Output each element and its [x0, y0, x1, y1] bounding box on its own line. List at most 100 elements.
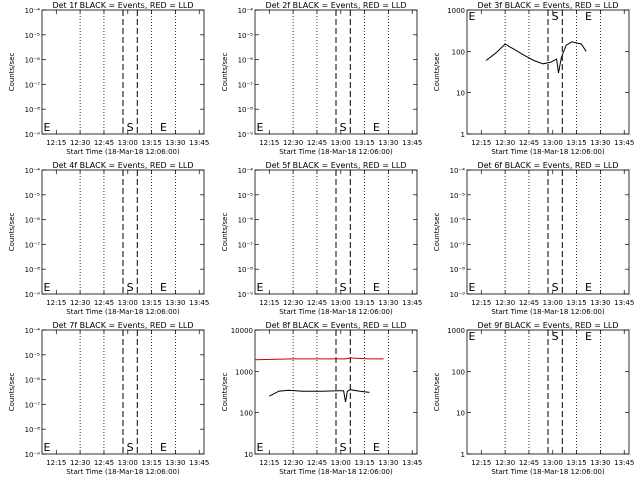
- y-tick-label: 10⁻⁹: [238, 131, 254, 139]
- marker-letter: E: [44, 281, 51, 294]
- series-line: [254, 357, 384, 361]
- y-tick-label: 10⁻⁶: [450, 217, 466, 225]
- x-tick-label: 12:45: [519, 139, 539, 147]
- marker-letter: S: [340, 441, 347, 454]
- x-tick-label: 13:45: [189, 459, 209, 467]
- x-tick-label: 13:45: [614, 299, 634, 307]
- marker-letter: E: [257, 441, 264, 454]
- x-tick-label: 13:00: [118, 299, 138, 307]
- x-tick-label: 12:15: [259, 459, 279, 467]
- x-tick-label: 13:15: [141, 139, 161, 147]
- x-tick-label: 13:00: [118, 139, 138, 147]
- marker-letter: S: [127, 281, 134, 294]
- series-line: [269, 389, 370, 403]
- x-tick-label: 13:00: [331, 139, 351, 147]
- series-line: [485, 41, 587, 73]
- y-tick-label: 10⁻⁶: [25, 377, 41, 385]
- x-axis-label: Start Time (18-Mar-18 12:06:00): [279, 148, 393, 156]
- y-tick-label: 10⁻⁵: [238, 192, 254, 200]
- chart-det7f: Det 7f BLACK = Events, RED = LLD 10⁻⁹ 10⁻⁸…: [8, 321, 209, 476]
- marker-letter: E: [585, 281, 592, 294]
- x-tick-label: 13:00: [118, 459, 138, 467]
- chart-title: Det 3f BLACK = Events, RED = LLD: [477, 1, 618, 10]
- y-tick-label: 10⁻⁷: [25, 81, 41, 89]
- chart-title: Det 9f BLACK = Events, RED = LLD: [477, 321, 618, 330]
- x-tick-label: 13:15: [566, 459, 586, 467]
- x-tick-label: 13:45: [402, 299, 422, 307]
- y-tick-label: 10⁻⁴: [25, 167, 41, 175]
- y-axis-label: Counts/sec: [433, 213, 441, 252]
- x-tick-label: 12:45: [94, 139, 114, 147]
- x-tick-label: 13:30: [590, 299, 610, 307]
- y-tick-label: 10⁻⁹: [450, 291, 466, 299]
- x-tick-label: 12:15: [259, 299, 279, 307]
- chart-det2f: Det 2f BLACK = Events, RED = LLD 10⁻⁹ 10⁻⁸…: [221, 1, 422, 156]
- y-axis-label: Counts/sec: [8, 373, 16, 412]
- y-tick-label: 100: [240, 410, 253, 418]
- x-tick-label: 12:30: [70, 139, 90, 147]
- x-tick-label: 12:45: [307, 299, 327, 307]
- x-tick-label: 13:00: [543, 299, 563, 307]
- marker-letter: E: [160, 121, 167, 134]
- y-tick-label: 10⁻⁸: [238, 106, 254, 114]
- x-tick-label: 13:45: [189, 139, 209, 147]
- y-tick-label: 10⁻⁵: [25, 32, 41, 40]
- y-tick-label: 10⁻⁵: [25, 352, 41, 360]
- y-tick-label: 10⁻⁸: [25, 266, 41, 274]
- x-tick-label: 13:45: [614, 139, 634, 147]
- y-tick-label: 10⁻⁷: [238, 241, 254, 249]
- x-tick-label: 13:15: [566, 299, 586, 307]
- y-tick-label: 10⁻⁹: [25, 451, 41, 459]
- x-tick-label: 12:45: [519, 459, 539, 467]
- y-tick-label: 10⁻⁶: [238, 217, 254, 225]
- marker-letter: E: [373, 441, 380, 454]
- y-tick-label: 10: [456, 410, 465, 418]
- x-axis-label: Start Time (18-Mar-18 12:06:00): [66, 148, 180, 156]
- y-tick-label: 10⁻⁸: [238, 266, 254, 274]
- x-tick-label: 13:45: [402, 139, 422, 147]
- x-axis-label: Start Time (18-Mar-18 12:06:00): [491, 148, 605, 156]
- x-tick-label: 13:00: [331, 299, 351, 307]
- x-tick-label: 12:45: [519, 299, 539, 307]
- x-tick-label: 13:15: [141, 459, 161, 467]
- marker-letter: E: [44, 121, 51, 134]
- chart-det1f: Det 1f BLACK = Events, RED = LLD 10⁻⁹ 10⁻⁸…: [8, 1, 209, 156]
- x-axis-label: Start Time (18-Mar-18 12:06:00): [279, 308, 393, 316]
- y-axis-label: Counts/sec: [8, 53, 16, 92]
- y-tick-label: 1000: [447, 7, 465, 15]
- chart-det9f: Det 9f BLACK = Events, RED = LLD 1 10 100 10…: [433, 321, 634, 476]
- x-tick-label: 13:00: [543, 459, 563, 467]
- marker-letter: E: [160, 441, 167, 454]
- x-tick-label: 12:30: [495, 299, 515, 307]
- y-tick-label: 1000: [447, 327, 465, 335]
- x-tick-label: 12:15: [46, 459, 66, 467]
- marker-letter: E: [257, 281, 264, 294]
- chart-det5f: Det 5f BLACK = Events, RED = LLD 10⁻⁹ 10⁻⁸…: [221, 161, 422, 316]
- x-axis-label: Start Time (18-Mar-18 12:06:00): [66, 468, 180, 476]
- x-tick-label: 13:30: [378, 299, 398, 307]
- x-tick-label: 13:15: [141, 299, 161, 307]
- x-tick-label: 13:30: [165, 299, 185, 307]
- x-tick-label: 13:30: [165, 139, 185, 147]
- x-axis-label: Start Time (18-Mar-18 12:06:00): [491, 308, 605, 316]
- x-tick-label: 12:15: [471, 299, 491, 307]
- marker-letter: S: [552, 10, 559, 23]
- marker-letter: E: [469, 281, 476, 294]
- y-tick-label: 10⁻⁵: [238, 32, 254, 40]
- y-tick-label: 10⁻⁴: [450, 167, 466, 175]
- x-tick-label: 12:45: [307, 459, 327, 467]
- x-tick-label: 12:15: [471, 459, 491, 467]
- y-tick-label: 10⁻⁵: [450, 192, 466, 200]
- marker-letter: E: [44, 441, 51, 454]
- marker-letter: S: [552, 330, 559, 343]
- x-tick-label: 12:45: [94, 299, 114, 307]
- chart-det8f: Det 8f BLACK = Events, RED = LLD 10 100 100…: [221, 321, 422, 476]
- y-tick-label: 1000: [235, 368, 253, 376]
- marker-letter: E: [160, 281, 167, 294]
- x-tick-label: 12:30: [283, 139, 303, 147]
- chart-det4f: Det 4f BLACK = Events, RED = LLD 10⁻⁹ 10⁻⁸…: [8, 161, 209, 316]
- y-axis-label: Counts/sec: [221, 53, 229, 92]
- x-tick-label: 12:15: [259, 139, 279, 147]
- x-tick-label: 12:15: [471, 139, 491, 147]
